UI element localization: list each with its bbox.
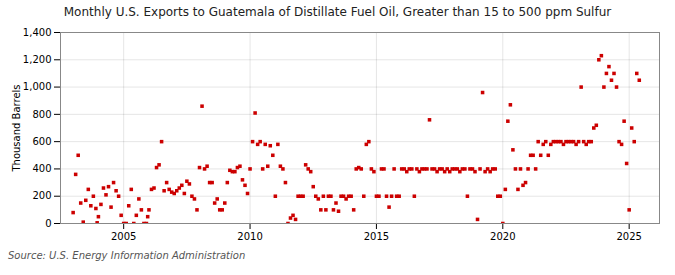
svg-text:1,400: 1,400 bbox=[23, 27, 52, 38]
html-text:Monthly U.S. Exports to Guatem: Monthly U.S. Exports to Guatemala of Dis… bbox=[63, 5, 612, 19]
html-text:Source: U.S. Energy Informatio: Source: U.S. Energy Information Administ… bbox=[8, 250, 246, 261]
svg-text:200: 200 bbox=[32, 190, 51, 201]
svg-text:400: 400 bbox=[32, 163, 51, 174]
svg-text:Thousand Barrels: Thousand Barrels bbox=[11, 84, 22, 172]
svg-text:0: 0 bbox=[45, 218, 51, 229]
svg-text:2010: 2010 bbox=[237, 231, 262, 242]
svg-text:1,000: 1,000 bbox=[23, 81, 52, 92]
svg-text:2005: 2005 bbox=[111, 231, 136, 242]
svg-text:2025: 2025 bbox=[616, 231, 641, 242]
svg-text:600: 600 bbox=[32, 136, 51, 147]
svg-text:2015: 2015 bbox=[364, 231, 389, 242]
svg-text:2020: 2020 bbox=[490, 231, 515, 242]
svg-text:800: 800 bbox=[32, 109, 51, 120]
svg-text:1,200: 1,200 bbox=[23, 54, 52, 65]
